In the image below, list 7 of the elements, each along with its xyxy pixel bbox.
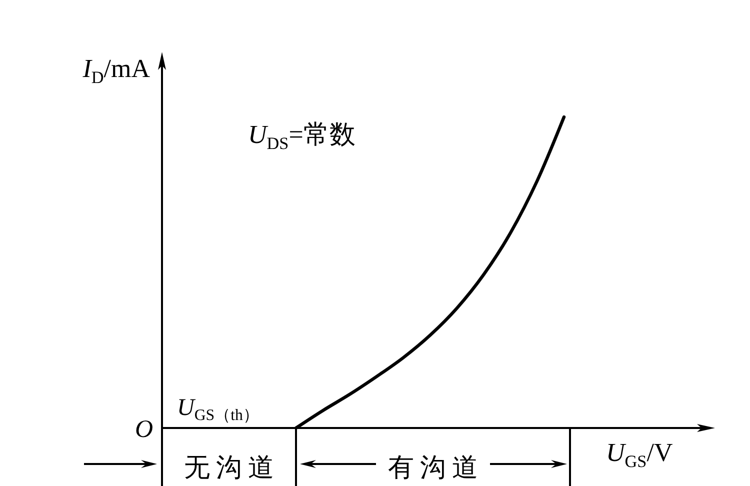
text: 有沟道 — [388, 453, 484, 482]
y-axis-title: I$_{D}$/mA — [82, 54, 150, 87]
annotation: O — [134, 416, 153, 443]
annotation: U$_{GS（th）}$ — [177, 395, 259, 424]
x-axis-title: U$_{GS}$/V — [606, 438, 673, 471]
annotation: U$_{DS}$=常数 — [248, 120, 356, 153]
text: 无沟道 — [184, 453, 280, 482]
